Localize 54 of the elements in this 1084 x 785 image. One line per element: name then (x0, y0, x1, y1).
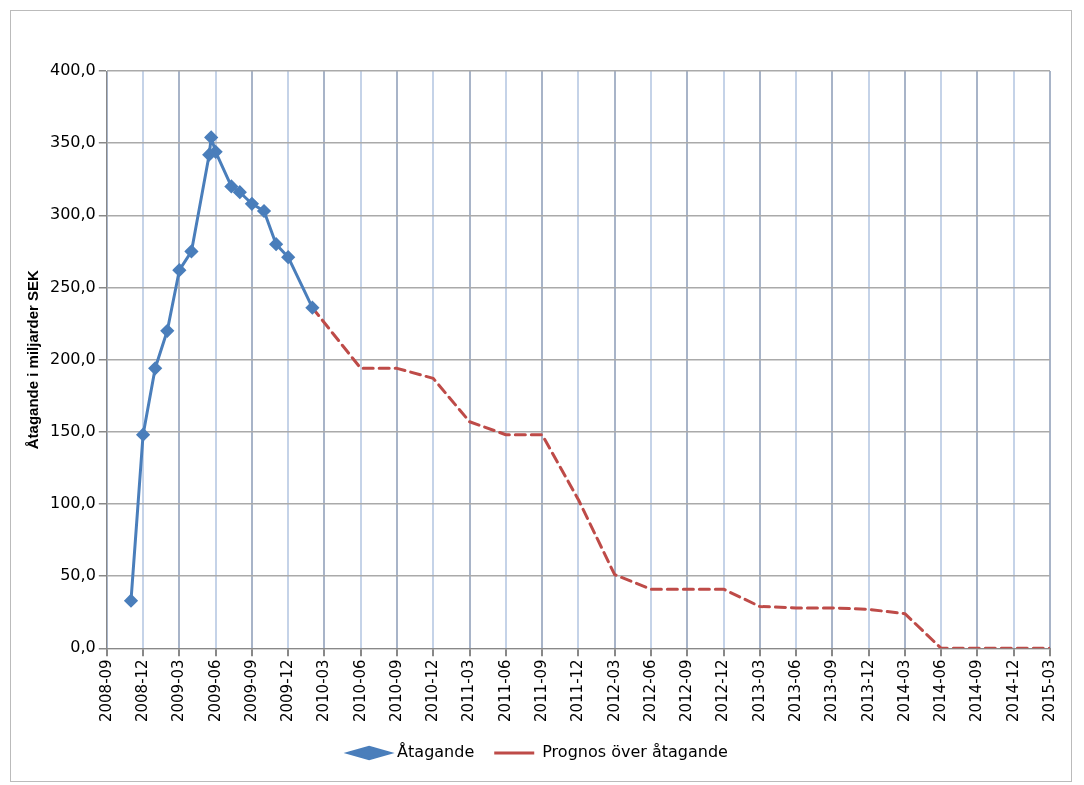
x-tick-label: 2013-12 (858, 659, 877, 723)
y-tick-label: 300,0 (49, 204, 96, 224)
x-tick-label: 2009-03 (169, 659, 188, 723)
x-tick-label: 2011-09 (532, 659, 551, 723)
x-tick-label: 2010-06 (350, 659, 369, 723)
x-tick-label: 2009-12 (278, 659, 297, 723)
y-tick-label: 200,0 (49, 348, 96, 368)
point (136, 428, 150, 442)
x-tick-label: 2011-06 (495, 659, 514, 723)
y-tick-label: 100,0 (49, 493, 96, 513)
x-tick-label: 2012-03 (604, 659, 623, 723)
x-tick-label: 2013-09 (822, 659, 841, 723)
x-tick-label: 2008-09 (96, 659, 115, 723)
y-tick-label: 350,0 (49, 132, 96, 152)
point (269, 237, 283, 251)
x-tick-label: 2012-09 (677, 659, 696, 723)
x-tick-label: 2009-09 (241, 659, 260, 723)
y-tick-label: 50,0 (60, 565, 96, 585)
point (148, 361, 162, 375)
x-tick-label: 2010-09 (386, 659, 405, 723)
point (124, 594, 138, 608)
x-tick-label: 2012-06 (640, 659, 659, 723)
y-tick-label: 150,0 (49, 420, 96, 440)
point (257, 204, 271, 218)
legend-label: Åtagande (397, 742, 475, 762)
y-tick-label: 0,0 (70, 637, 96, 657)
x-tick-label: 2013-03 (749, 659, 768, 723)
x-tick-label: 2014-12 (1003, 659, 1022, 723)
x-tick-label: 2013-06 (785, 659, 804, 723)
x-tick-label: 2011-03 (459, 659, 478, 723)
x-tick-label: 2011-12 (568, 659, 587, 723)
x-tick-label: 2012-12 (713, 659, 732, 723)
point (209, 145, 223, 159)
x-tick-label: 2014-09 (967, 659, 986, 723)
y-axis-title: Åtagande i miljarder SEK (24, 269, 42, 450)
point (160, 324, 174, 338)
point (184, 244, 198, 258)
x-tick-label: 2015-03 (1039, 659, 1058, 723)
y-tick-label: 250,0 (49, 276, 96, 296)
point (305, 301, 319, 315)
x-tick-label: 2010-12 (423, 659, 442, 723)
x-tick-label: 2008-12 (132, 659, 151, 723)
point (204, 130, 218, 144)
y-tick-label: 400,0 (49, 60, 96, 80)
x-tick-label: 2014-06 (931, 659, 950, 723)
x-tick-label: 2010-03 (314, 659, 333, 723)
legend-label: Prognos över åtagande (542, 742, 728, 762)
point (172, 263, 186, 277)
x-tick-label: 2009-06 (205, 659, 224, 723)
point (245, 197, 259, 211)
point (281, 250, 295, 264)
point (224, 179, 238, 193)
point (233, 185, 247, 199)
x-tick-label: 2014-03 (894, 659, 913, 723)
